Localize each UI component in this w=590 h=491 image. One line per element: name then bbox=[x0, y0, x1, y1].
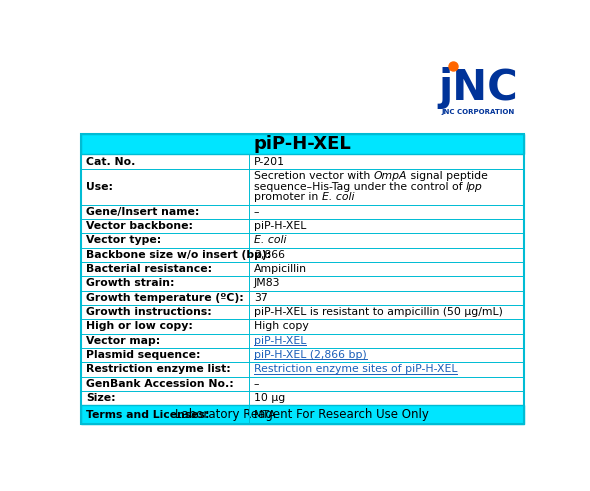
Text: Bacterial resistance:: Bacterial resistance: bbox=[86, 264, 212, 274]
Bar bbox=[81, 205, 524, 219]
Text: Terms and Licenses:: Terms and Licenses: bbox=[86, 409, 209, 420]
Text: Growth strain:: Growth strain: bbox=[86, 278, 175, 289]
Text: piP-H-XEL: piP-H-XEL bbox=[254, 136, 351, 153]
Bar bbox=[81, 319, 524, 333]
Bar bbox=[81, 305, 524, 319]
Bar bbox=[81, 154, 524, 169]
Bar bbox=[81, 333, 524, 348]
Bar bbox=[81, 276, 524, 291]
Text: Restriction enzyme list:: Restriction enzyme list: bbox=[86, 364, 231, 375]
Text: –: – bbox=[254, 207, 260, 217]
Text: 37: 37 bbox=[254, 293, 268, 303]
Bar bbox=[81, 291, 524, 305]
Text: E. coli: E. coli bbox=[322, 192, 354, 202]
Text: Size:: Size: bbox=[86, 393, 116, 403]
Text: 2,866: 2,866 bbox=[254, 250, 285, 260]
Text: High or low copy:: High or low copy: bbox=[86, 322, 193, 331]
Text: High copy: High copy bbox=[254, 322, 309, 331]
Text: Use:: Use: bbox=[86, 182, 113, 191]
Text: Growth instructions:: Growth instructions: bbox=[86, 307, 212, 317]
Bar bbox=[81, 169, 524, 205]
Text: signal peptide: signal peptide bbox=[407, 171, 488, 181]
Text: lpp: lpp bbox=[466, 182, 483, 191]
Text: Restriction enzyme sites of piP-H-XEL: Restriction enzyme sites of piP-H-XEL bbox=[254, 364, 457, 375]
Text: sequence–His-Tag under the control of: sequence–His-Tag under the control of bbox=[254, 182, 466, 191]
Text: E. coli: E. coli bbox=[254, 236, 286, 246]
Text: jNC: jNC bbox=[438, 67, 518, 109]
Text: piP-H-XEL is resistant to ampicillin (50 μg/mL): piP-H-XEL is resistant to ampicillin (50… bbox=[254, 307, 503, 317]
Text: piP-H-XEL (2,866 bp): piP-H-XEL (2,866 bp) bbox=[254, 350, 366, 360]
Text: piP-H-XEL: piP-H-XEL bbox=[254, 336, 306, 346]
Bar bbox=[81, 362, 524, 377]
Bar bbox=[81, 391, 524, 405]
Text: Vector type:: Vector type: bbox=[86, 236, 162, 246]
Bar bbox=[81, 247, 524, 262]
Text: MTA: MTA bbox=[254, 409, 277, 420]
Text: piP-H-XEL: piP-H-XEL bbox=[254, 221, 306, 231]
Bar bbox=[81, 135, 524, 154]
Bar bbox=[81, 135, 524, 424]
Bar bbox=[81, 405, 524, 424]
Text: Growth temperature (ºC):: Growth temperature (ºC): bbox=[86, 293, 244, 303]
Text: P-201: P-201 bbox=[254, 157, 285, 166]
Bar bbox=[81, 405, 524, 424]
Text: OmpA: OmpA bbox=[373, 171, 407, 181]
Bar bbox=[81, 262, 524, 276]
Text: Cat. No.: Cat. No. bbox=[86, 157, 136, 166]
Text: Gene/Insert name:: Gene/Insert name: bbox=[86, 207, 199, 217]
Text: GenBank Accession No.:: GenBank Accession No.: bbox=[86, 379, 234, 389]
Text: Secretion vector with: Secretion vector with bbox=[254, 171, 373, 181]
Bar bbox=[81, 233, 524, 247]
Bar bbox=[81, 219, 524, 233]
Text: Vector map:: Vector map: bbox=[86, 336, 160, 346]
Text: JNC CORPORATION: JNC CORPORATION bbox=[442, 109, 515, 115]
Text: Ampicillin: Ampicillin bbox=[254, 264, 307, 274]
Bar bbox=[81, 348, 524, 362]
Text: 10 μg: 10 μg bbox=[254, 393, 285, 403]
Text: –: – bbox=[254, 379, 260, 389]
Text: Vector backbone:: Vector backbone: bbox=[86, 221, 193, 231]
Text: promoter in: promoter in bbox=[254, 192, 322, 202]
Text: Laboratory Reagent For Research Use Only: Laboratory Reagent For Research Use Only bbox=[175, 408, 430, 421]
Bar bbox=[81, 377, 524, 391]
Text: Plasmid sequence:: Plasmid sequence: bbox=[86, 350, 201, 360]
Text: Backbone size w/o insert (bp):: Backbone size w/o insert (bp): bbox=[86, 250, 271, 260]
Text: JM83: JM83 bbox=[254, 278, 280, 289]
